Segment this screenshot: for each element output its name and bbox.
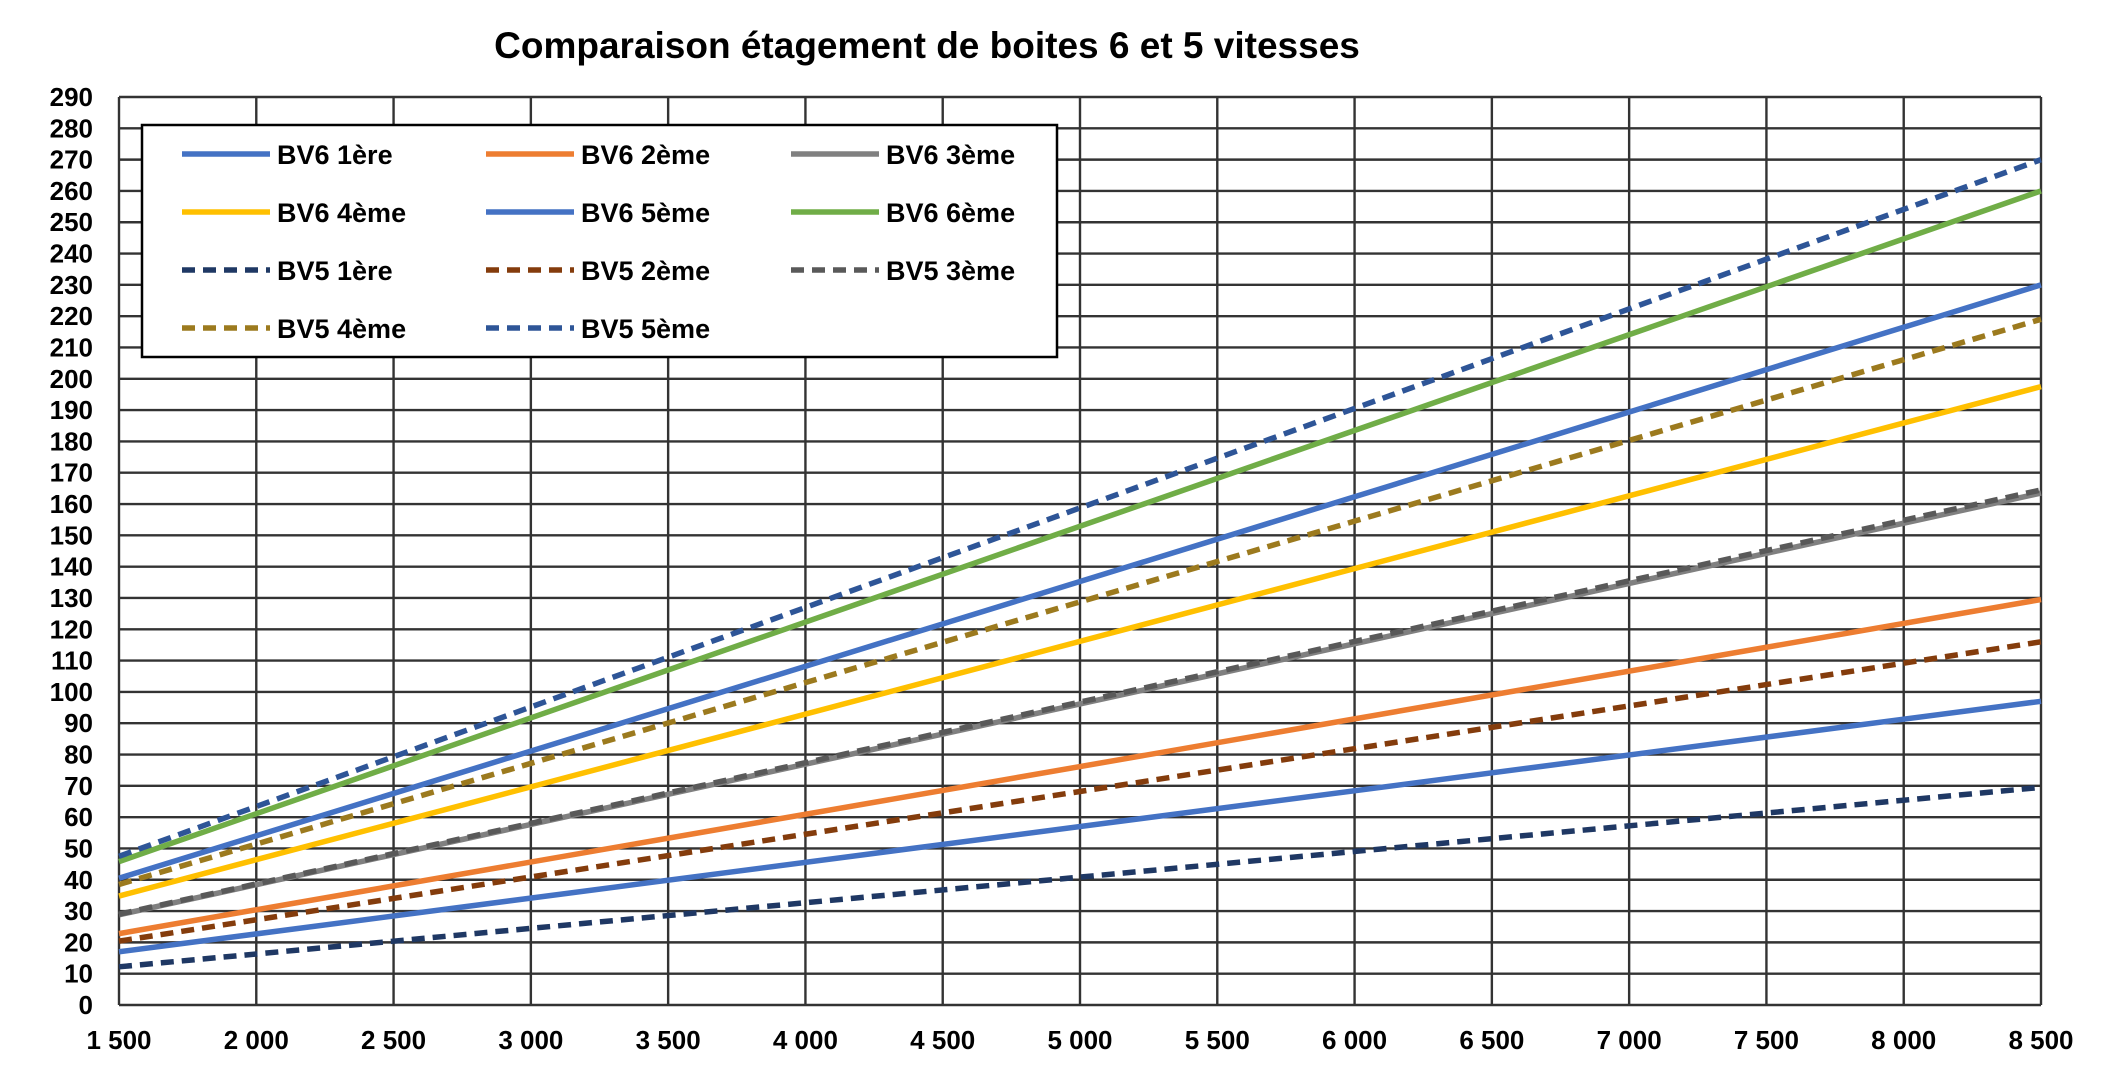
legend-label-11: BV5 5ème — [581, 314, 710, 344]
series-line-6 — [118, 188, 2042, 865]
y-tick-label-15: 150 — [50, 520, 93, 550]
x-tick-label-14: 8 500 — [2008, 1025, 2073, 1055]
y-tick-label-11: 110 — [51, 646, 93, 676]
y-tick-label-26: 260 — [50, 176, 93, 206]
x-tick-label-6: 4 500 — [910, 1025, 975, 1055]
legend-label-9: BV5 3ème — [886, 256, 1015, 286]
legend-label-8: BV5 2ème — [581, 256, 710, 286]
y-tick-label-22: 220 — [50, 301, 93, 331]
y-tick-label-2: 20 — [64, 927, 93, 957]
series-line-7 — [118, 784, 2042, 970]
y-tick-label-0: 0 — [79, 990, 93, 1020]
y-tick-label-1: 10 — [64, 959, 93, 989]
y-tick-label-16: 160 — [50, 489, 93, 519]
y-tick-label-3: 30 — [64, 896, 93, 926]
y-tick-label-12: 120 — [50, 614, 93, 644]
series-line-1 — [118, 698, 2042, 955]
series-line-11 — [118, 157, 2042, 859]
y-tick-label-19: 190 — [50, 395, 93, 425]
x-tick-label-7: 5 000 — [1047, 1025, 1112, 1055]
x-tick-label-0: 1 500 — [86, 1025, 151, 1055]
y-tick-label-29: 290 — [50, 82, 93, 112]
x-tick-label-12: 7 500 — [1734, 1025, 1799, 1055]
y-tick-label-6: 60 — [64, 802, 93, 832]
chart-title: Comparaison étagement de boites 6 et 5 v… — [494, 25, 1360, 66]
y-tick-label-9: 90 — [64, 708, 93, 738]
y-tick-label-25: 250 — [50, 207, 93, 237]
legend-label-5: BV6 5ème — [581, 198, 710, 228]
x-tick-label-5: 4 000 — [773, 1025, 838, 1055]
y-axis-tick-labels: 0102030405060708090100110120130140150160… — [50, 82, 93, 1020]
legend-label-3: BV6 3ème — [886, 140, 1015, 170]
legend-items: BV6 1ère BV6 2ème BV6 3ème BV6 4ème BV6 5ème… — [182, 140, 1015, 344]
x-tick-label-9: 6 000 — [1322, 1025, 1387, 1055]
y-tick-label-5: 50 — [64, 833, 93, 863]
series-line-5 — [118, 282, 2042, 881]
series-line-9 — [118, 487, 2042, 917]
y-tick-label-8: 80 — [64, 740, 93, 770]
legend-box — [140, 123, 1059, 359]
y-tick-label-10: 100 — [50, 677, 93, 707]
series-line-4 — [118, 383, 2042, 899]
x-tick-label-4: 3 500 — [636, 1025, 701, 1055]
legend-label-2: BV6 2ème — [581, 140, 710, 170]
y-tick-label-14: 140 — [50, 552, 93, 582]
legend-label-7: BV5 1ère — [277, 256, 393, 286]
series-lines — [118, 157, 2042, 970]
legend-label-1: BV6 1ère — [277, 140, 393, 170]
y-tick-label-7: 70 — [64, 771, 93, 801]
y-tick-label-21: 210 — [50, 332, 93, 362]
legend-label-10: BV5 4ème — [277, 314, 406, 344]
y-tick-label-17: 170 — [50, 458, 93, 488]
x-tick-label-2: 2 500 — [361, 1025, 426, 1055]
x-axis-tick-labels: 1 500 2 000 2 500 3 000 3 500 4 000 4 500 5 000… — [86, 1025, 2073, 1055]
x-tick-label-13: 8 000 — [1871, 1025, 1936, 1055]
x-tick-label-3: 3 000 — [498, 1025, 563, 1055]
y-tick-label-27: 270 — [50, 145, 93, 175]
y-tick-label-20: 200 — [50, 364, 93, 394]
y-tick-label-18: 180 — [50, 426, 93, 456]
y-tick-label-24: 240 — [50, 239, 93, 269]
series-line-10 — [118, 316, 2042, 888]
series-line-2 — [118, 596, 2042, 937]
legend: BV6 1ère BV6 2ème BV6 3ème BV6 4ème BV6 5ème… — [140, 123, 1059, 359]
y-tick-label-13: 130 — [50, 583, 93, 613]
x-tick-label-1: 2 000 — [224, 1025, 289, 1055]
legend-label-6: BV6 6ème — [886, 198, 1015, 228]
y-tick-label-4: 40 — [64, 865, 93, 895]
x-tick-label-11: 7 000 — [1597, 1025, 1662, 1055]
y-tick-label-23: 230 — [50, 270, 93, 300]
x-tick-label-8: 5 500 — [1185, 1025, 1250, 1055]
legend-label-4: BV6 4ème — [277, 198, 406, 228]
series-line-8 — [118, 639, 2042, 944]
y-tick-label-28: 280 — [50, 113, 93, 143]
x-tick-label-10: 6 500 — [1459, 1025, 1524, 1055]
